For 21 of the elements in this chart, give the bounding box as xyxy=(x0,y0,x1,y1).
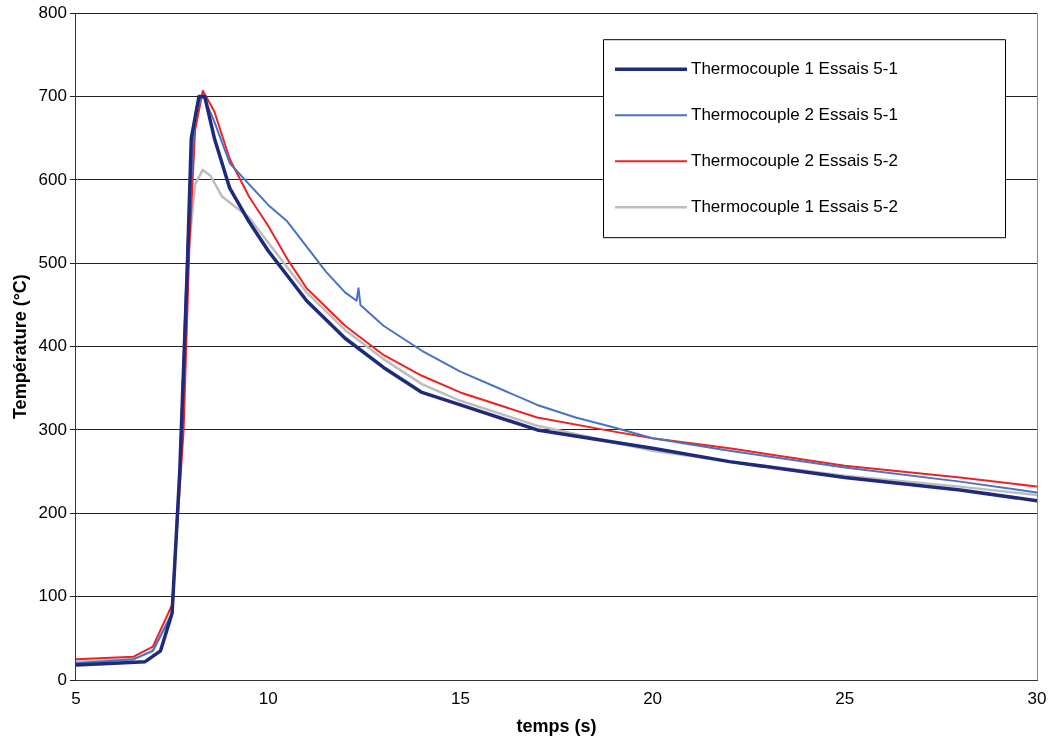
x-tick-label: 20 xyxy=(643,688,663,708)
y-tick-label: 100 xyxy=(38,586,67,606)
x-axis-title: temps (s) xyxy=(516,716,597,737)
y-tick-label: 500 xyxy=(38,252,67,272)
y-tick-label: 600 xyxy=(38,169,67,189)
y-tick-label: 200 xyxy=(38,502,67,522)
y-tick-label: 300 xyxy=(38,419,67,439)
x-tick-label: 25 xyxy=(835,688,855,708)
legend-label: Thermocouple 2 Essais 5-2 xyxy=(691,150,898,170)
x-tick-label: 5 xyxy=(71,688,81,708)
x-tick-label: 10 xyxy=(258,688,278,708)
y-tick-label: 700 xyxy=(38,86,67,106)
y-axis-title: Température (°C) xyxy=(9,274,30,420)
y-tick-label: 400 xyxy=(38,336,67,356)
x-tick-label: 15 xyxy=(450,688,470,708)
y-tick-label: 800 xyxy=(38,2,67,22)
legend-label: Thermocouple 2 Essais 5-1 xyxy=(691,104,898,124)
y-tick-label: 0 xyxy=(57,669,67,689)
legend-label: Thermocouple 1 Essais 5-2 xyxy=(691,196,898,216)
legend-label: Thermocouple 1 Essais 5-1 xyxy=(691,58,898,78)
x-tick-label: 30 xyxy=(1027,688,1047,708)
